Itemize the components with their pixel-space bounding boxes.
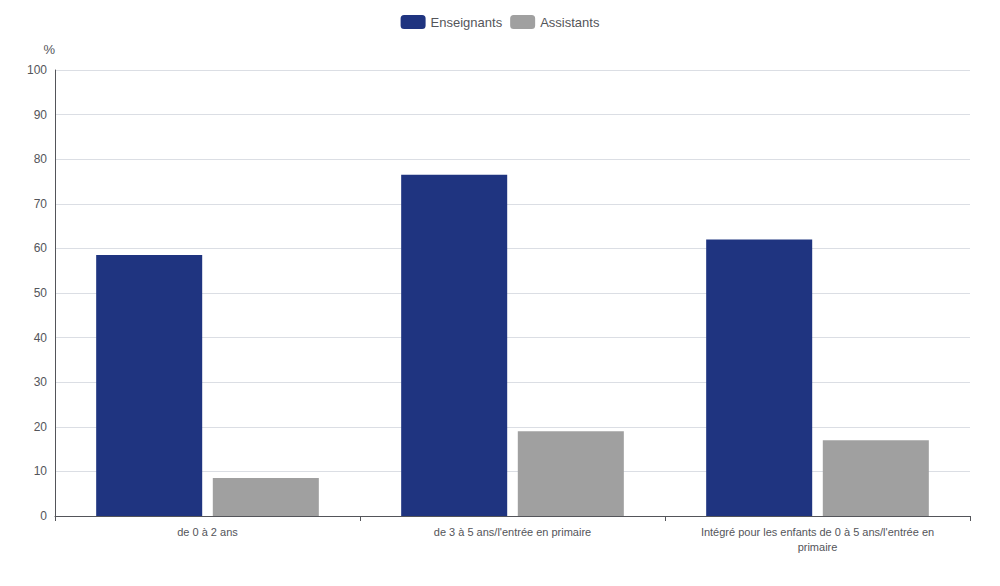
svg-text:Intégré pour les enfants de 0: Intégré pour les enfants de 0 à 5 ans/l'…: [701, 526, 934, 538]
svg-text:60: 60: [34, 241, 48, 255]
svg-text:Assistants: Assistants: [540, 15, 600, 30]
svg-text:Enseignants: Enseignants: [431, 15, 503, 30]
svg-text:70: 70: [34, 197, 48, 211]
svg-text:de 3 à 5 ans/l'entrée en prima: de 3 à 5 ans/l'entrée en primaire: [434, 526, 591, 538]
svg-text:20: 20: [34, 420, 48, 434]
svg-text:100: 100: [27, 63, 47, 77]
svg-text:0: 0: [40, 509, 47, 523]
svg-text:80: 80: [34, 152, 48, 166]
svg-text:30: 30: [34, 375, 48, 389]
svg-text:de 0 à 2 ans: de 0 à 2 ans: [177, 526, 238, 538]
svg-text:10: 10: [34, 464, 48, 478]
svg-text:90: 90: [34, 108, 48, 122]
svg-text:40: 40: [34, 331, 48, 345]
svg-text:%: %: [43, 42, 55, 57]
svg-text:50: 50: [34, 286, 48, 300]
svg-text:primaire: primaire: [798, 541, 838, 553]
